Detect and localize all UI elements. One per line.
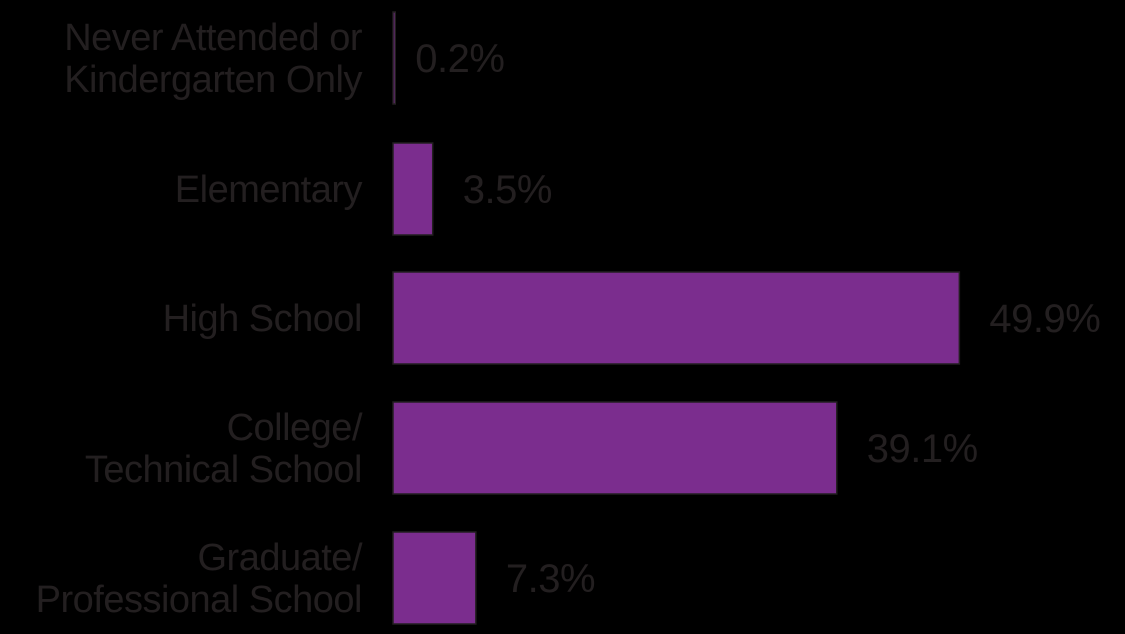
value-label: 3.5% — [463, 168, 552, 212]
bar — [392, 401, 838, 495]
bars — [392, 11, 961, 625]
bar — [392, 271, 961, 365]
category-labels: Never Attended or Kindergarten Only Elemen… — [36, 17, 364, 621]
category-label: Graduate/Professional School — [36, 537, 363, 621]
category-label-line: Graduate/ — [198, 537, 363, 579]
category-label: Elementary — [175, 169, 363, 211]
bar — [392, 142, 434, 236]
category-label: College/Technical School — [85, 407, 363, 491]
value-label: 7.3% — [506, 557, 595, 601]
category-label: High School — [163, 298, 362, 340]
category-label-line: Kindergarten Only — [64, 59, 362, 101]
value-label: 49.9% — [989, 297, 1100, 341]
bar — [392, 531, 477, 625]
category-label-line: Technical School — [85, 449, 362, 491]
category-label-line: Professional School — [36, 579, 362, 621]
category-label: Never Attended or Kindergarten Only — [64, 17, 363, 101]
category-label-line: Never Attended or — [64, 17, 363, 59]
category-label-line: College/ — [227, 407, 363, 449]
value-label: 0.2% — [415, 37, 504, 81]
category-label-line: Elementary — [175, 169, 363, 211]
value-label: 39.1% — [867, 427, 978, 471]
bar — [392, 11, 397, 105]
category-label-line: High School — [163, 298, 362, 340]
value-labels: 0.2% 3.5% 49.9% 39.1% 7.3% — [415, 37, 1101, 601]
